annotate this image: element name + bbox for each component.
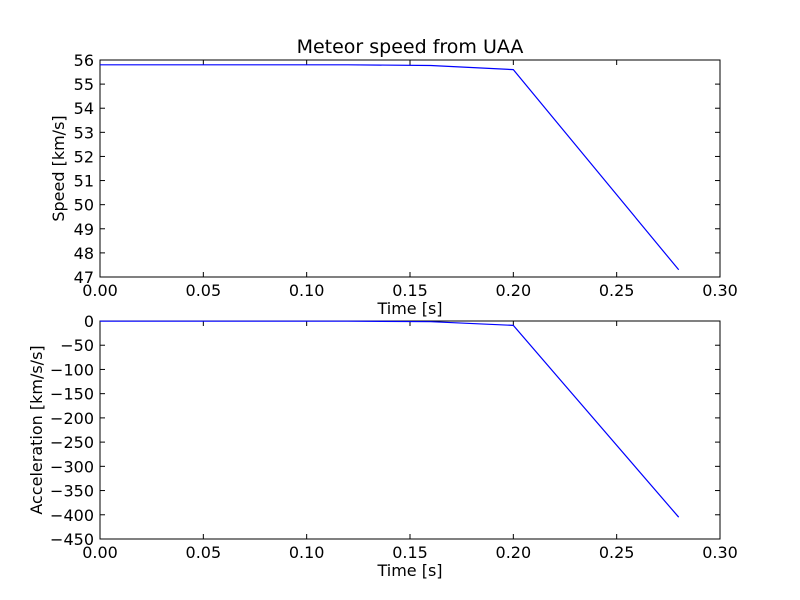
x-tick-label: 0.25 [599,281,635,300]
x-tick-label: 0.15 [392,543,428,562]
y-tick-label: −400 [50,506,94,525]
x-axis-label: Time [s] [376,561,442,580]
y-tick-label: 49 [74,220,94,239]
x-tick-label: 0.15 [392,281,428,300]
x-tick-label: 0.30 [702,543,738,562]
y-tick-label: 53 [74,123,94,142]
x-tick-label: 0.00 [82,281,118,300]
y-tick-label: −200 [50,409,94,428]
subplot-1: 0.00 0.05 0.10 0.15 0.20 0.25 0.30 47 48 49 50 51 52… [49,51,738,318]
y-tick-label: −300 [50,457,94,476]
y-tick-label: −450 [50,530,94,549]
y-tick-label: −100 [50,360,94,379]
y-tick-label: 0 [84,312,94,331]
y-tick-label: 48 [74,244,94,263]
x-axis-label: Time [s] [376,299,442,318]
series-line-1 [100,320,680,518]
y-axis-label: Acceleration [km/s/s] [27,345,46,514]
subplot-2: 0.00 0.05 0.10 0.15 0.20 0.25 0.30 −450 −400 −350… [27,312,738,580]
plot-frame [99,59,721,278]
y-tick-label: −150 [50,385,94,404]
y-tick-label: −250 [50,433,94,452]
x-tick-label: 0.20 [496,281,532,300]
x-tick-label: 0.30 [702,281,738,300]
y-tick-label: 56 [74,51,94,70]
x-tick-label: 0.10 [289,543,325,562]
y-tick-label: 50 [74,196,94,215]
y-tick-label: 54 [74,99,94,118]
y-tick-label: −350 [50,482,94,501]
x-tick-label: 0.00 [82,543,118,562]
x-tick-label: 0.05 [186,543,222,562]
x-tick-label: 0.05 [186,281,222,300]
x-tick-label: 0.10 [289,281,325,300]
x-tick-label: 0.20 [496,543,532,562]
y-tick-label: −50 [60,336,94,355]
y-tick-label: 51 [74,172,94,191]
y-tick-label: 55 [74,75,94,94]
y-tick-label: 52 [74,147,94,166]
y-axis-label: Speed [km/s] [49,115,68,221]
x-tick-label: 0.25 [599,543,635,562]
y-tick-label: 47 [74,268,94,287]
plot-frame [99,320,721,540]
series-line-1 [100,64,680,271]
chart-title: Meteor speed from UAA [297,36,524,58]
